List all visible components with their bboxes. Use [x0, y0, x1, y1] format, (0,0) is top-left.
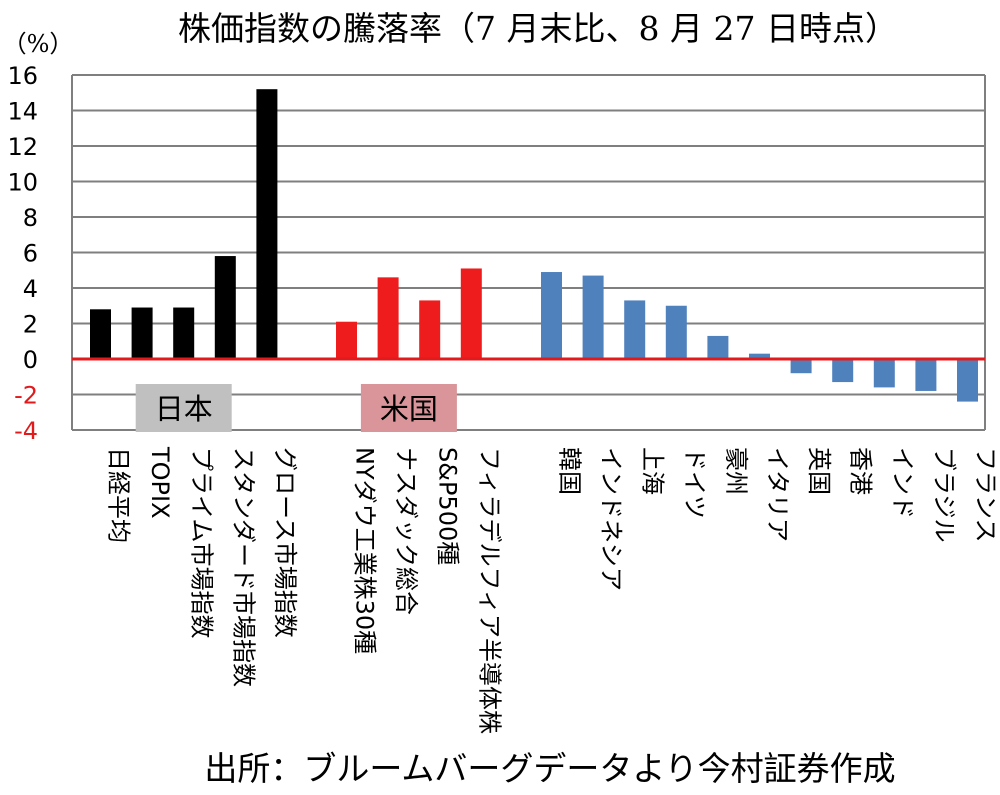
y-tick-label: 2 [23, 311, 38, 339]
x-category-label: 英国 [805, 447, 833, 495]
bars [90, 89, 978, 402]
bar [790, 359, 812, 374]
bar [582, 275, 604, 359]
bar [665, 305, 687, 359]
x-category-label: インド [888, 447, 916, 519]
bar [915, 359, 937, 391]
x-category-label: ナスダック総合 [392, 447, 420, 615]
bar [214, 256, 236, 359]
x-category-label: 韓国 [556, 447, 584, 495]
x-category-label: ドイツ [680, 447, 708, 519]
group-label-text: 日本 [155, 392, 213, 426]
group-label-box [135, 384, 232, 432]
x-category-label: 香港 [847, 447, 875, 495]
bar [624, 300, 646, 359]
group-label-box [360, 384, 457, 432]
bar [873, 359, 895, 388]
x-category-label: TOPIX [146, 446, 174, 519]
bar [173, 307, 195, 359]
x-category-label: イタリア [764, 447, 792, 542]
bar [336, 321, 357, 359]
bar [832, 359, 854, 383]
y-tick-label: 4 [23, 275, 38, 303]
x-category-label: インドネシア [597, 447, 625, 591]
x-category-label: フィラデルフィア半導体株 [475, 447, 503, 734]
y-tick-label: 14 [7, 98, 38, 126]
x-category-label: 豪州 [722, 447, 750, 495]
grid-lines [71, 74, 986, 431]
bar [541, 272, 562, 359]
x-axis-category-labels: 日経平均 TOPIX プライム市場指数 スタンダード市場指数 グロース市場指数 NYダウ工… [105, 446, 1000, 734]
x-category-label: プライム市場指数 [188, 447, 216, 639]
y-tick-label: -4 [14, 417, 38, 445]
x-category-label: スタンダード市場指数 [229, 447, 257, 687]
group-labels: 日本 米国 [135, 384, 457, 432]
y-tick-label: 8 [23, 204, 38, 232]
y-tick-label: 10 [7, 169, 38, 197]
y-tick-label: 0 [23, 346, 38, 374]
bar [90, 309, 111, 359]
bar [707, 335, 729, 359]
bar [460, 268, 482, 359]
y-tick-label: 16 [7, 62, 38, 90]
x-category-label: ブラジル [930, 447, 958, 543]
y-axis-unit: （%） [3, 30, 74, 58]
bar [256, 89, 278, 359]
x-category-label: フランス [972, 447, 1000, 543]
x-category-label: グロース市場指数 [271, 447, 299, 638]
chart-title: 株価指数の騰落率（7 月末比、8 月 27 日時点） [178, 9, 898, 48]
group-label: 日本 [135, 384, 232, 432]
group-label-text: 米国 [380, 392, 438, 426]
bar [131, 307, 153, 359]
x-category-label: 上海 [639, 447, 667, 495]
bar [957, 359, 978, 402]
source-note: 出所：ブルームバーグデータより今村証券作成 [204, 749, 895, 788]
group-label: 米国 [360, 384, 457, 432]
bar [419, 300, 441, 359]
y-axis-ticks: 16 14 12 10 8 6 4 2 0 -2 -4 [7, 62, 38, 445]
bar [749, 353, 770, 359]
y-tick-label: 12 [7, 133, 38, 161]
y-tick-label: -2 [14, 382, 38, 410]
x-category-label: NYダウ工業株30種 [351, 447, 379, 654]
bar [377, 277, 399, 359]
x-category-label: S&P500種 [434, 447, 462, 565]
y-tick-label: 6 [23, 240, 38, 268]
x-category-label: 日経平均 [105, 447, 133, 543]
